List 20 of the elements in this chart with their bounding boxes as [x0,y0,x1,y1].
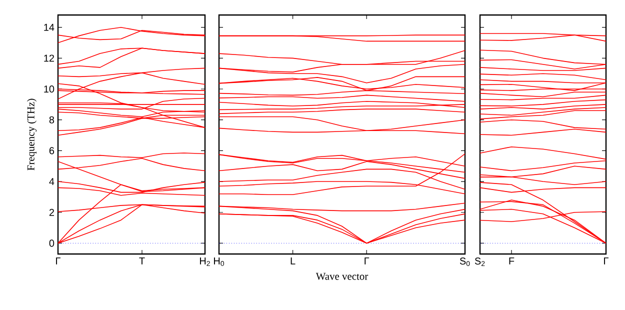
x-tick-label: H$_{2}$ [200,258,210,266]
x-tick-label: F [509,258,514,264]
y-tick-label: 6 [49,147,54,154]
x-tick-label: S$_{2}$ [474,258,485,266]
x-axis-title: Wave vector [316,272,368,280]
x-tick-label: H$_{0}$ [214,258,224,266]
y-tick-label: 8 [49,116,54,124]
x-tick-label: L [290,258,296,264]
y-tick-label: 12 [44,54,54,62]
x-tick-label: Γ [56,258,60,264]
x-tick-label: Γ [364,258,370,264]
y-tick-label: 0 [49,240,54,247]
y-tick-label: 14 [44,24,54,31]
x-tick-label: Γ [604,258,608,264]
y-tick-label: 10 [44,85,54,93]
y-axis-title: Frequency (THz) [27,98,37,170]
y-tick-label: 4 [49,178,54,185]
y-tick-label: 2 [49,208,54,216]
x-tick-label: T [139,258,145,264]
x-tick-label: S$_{0}$ [460,258,470,266]
